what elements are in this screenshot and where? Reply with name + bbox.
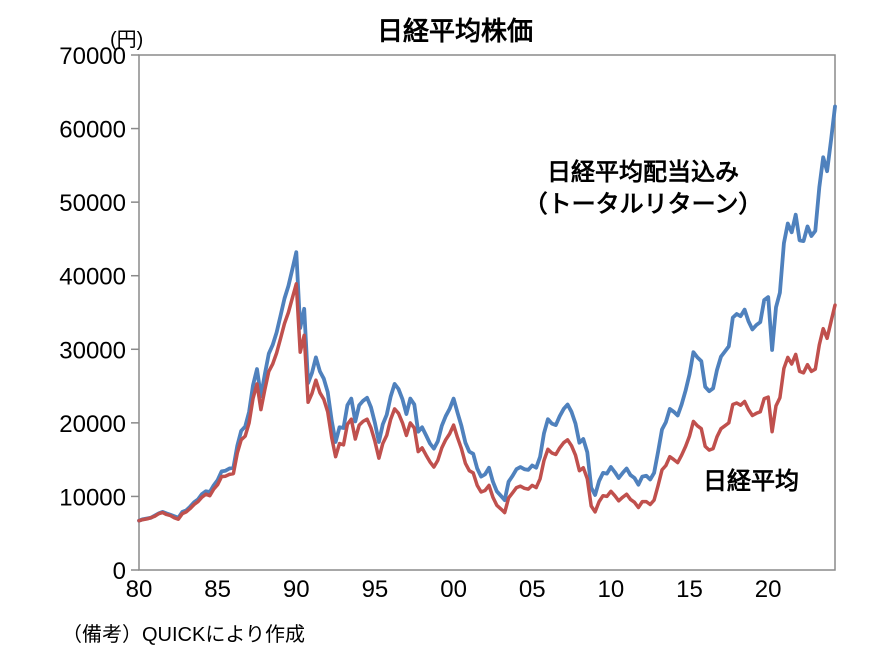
y-tick-label: 20000 <box>59 411 126 438</box>
y-tick-label: 0 <box>113 558 126 585</box>
footnote: （備考）QUICKにより作成 <box>62 623 305 646</box>
y-tick-label: 10000 <box>59 484 126 511</box>
x-tick-label: 80 <box>126 576 153 603</box>
y-axis-unit-label: (円) <box>110 29 143 51</box>
legend-nikkei-label: 日経平均 <box>703 467 799 495</box>
y-tick-label: 50000 <box>59 190 126 217</box>
y-tick-label: 30000 <box>59 337 126 364</box>
legend-total-return-label-line1: 日経平均配当込み <box>547 158 739 186</box>
x-tick-label: 20 <box>755 576 782 603</box>
x-tick-label: 90 <box>283 576 310 603</box>
x-tick-label: 00 <box>440 576 467 603</box>
y-axis: 0 10000 20000 30000 40000 50000 60000 70000 <box>59 43 139 585</box>
series-nikkei-line <box>137 282 837 523</box>
legend-total-return-label-line2: （トータルリターン） <box>524 191 763 218</box>
x-tick-label: 05 <box>519 576 546 603</box>
x-tick-label: 15 <box>676 576 703 603</box>
x-tick-label: 95 <box>362 576 389 603</box>
series-nikkei-total-return-line <box>137 104 837 523</box>
series-lines <box>137 104 837 523</box>
chart-title: 日経平均株価 <box>377 16 533 46</box>
x-axis: 80 85 90 95 00 05 10 15 20 <box>126 576 782 603</box>
y-tick-label: 70000 <box>59 43 126 70</box>
x-tick-label: 10 <box>598 576 625 603</box>
y-tick-label: 60000 <box>59 117 126 144</box>
y-tick-label: 40000 <box>59 264 126 291</box>
x-tick-label: 85 <box>204 576 231 603</box>
